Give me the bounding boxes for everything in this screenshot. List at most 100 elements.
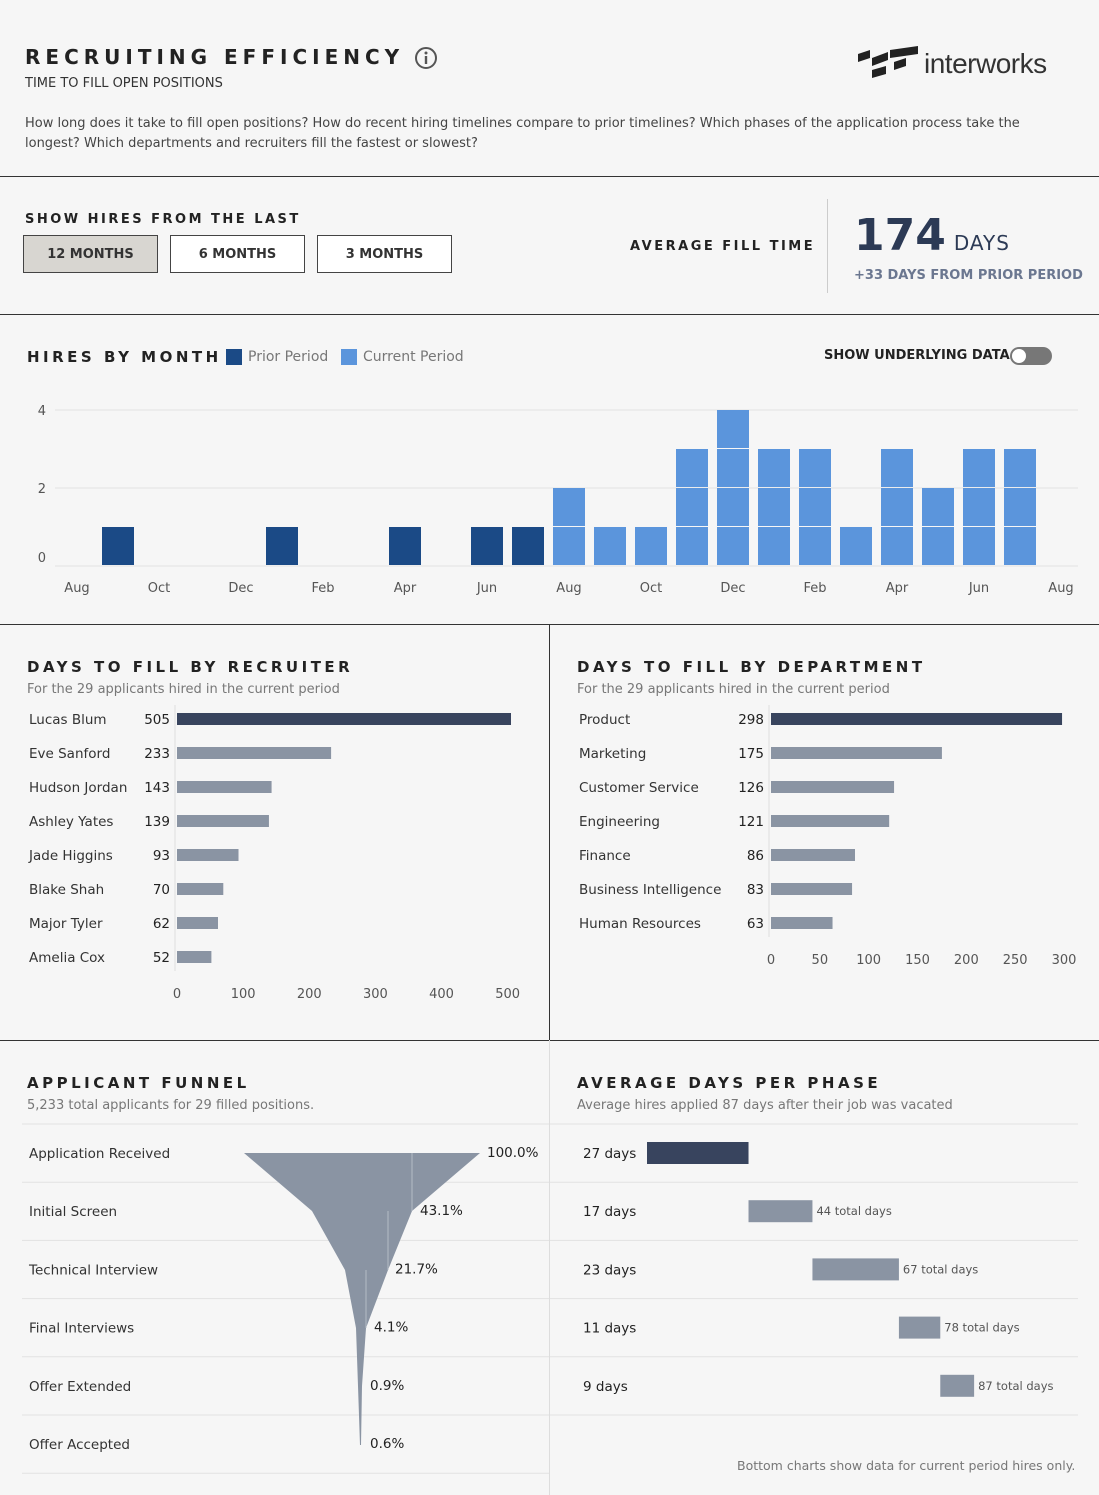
y-tick-label: 2 — [38, 482, 46, 497]
recruiter-chart: Lucas Blum 505 Eve Sanford 233 Hudson Jordan… — [28, 705, 520, 1002]
logo-text: interworks — [924, 48, 1047, 79]
bar — [771, 781, 895, 793]
current-period-bar — [881, 449, 913, 487]
bar-category-label: Eve Sanford — [29, 746, 110, 762]
x-tick-label: Aug — [1048, 581, 1073, 596]
bar-category-label: Business Intelligence — [579, 882, 721, 898]
info-icon[interactable] — [414, 46, 438, 74]
bar-category-label: Engineering — [579, 814, 660, 830]
underlying-data-toggle[interactable] — [1010, 347, 1052, 365]
department-title: DAYS TO FILL BY DEPARTMENT — [577, 658, 926, 676]
current-period-bar — [799, 527, 831, 565]
funnel-stage-label: Offer Accepted — [29, 1437, 130, 1453]
prior-period-bar — [102, 527, 134, 565]
funnel-percent-label: 0.9% — [370, 1378, 404, 1394]
phase-caption: Average hires applied 87 days after thei… — [577, 1098, 953, 1113]
bar — [771, 713, 1063, 725]
current-period-bar — [717, 410, 749, 448]
x-tick-label: 400 — [429, 987, 454, 1002]
page-subtitle: TIME TO FILL OPEN POSITIONS — [25, 76, 223, 91]
funnel-percent-label: 4.1% — [374, 1320, 408, 1336]
y-tick-label: 4 — [38, 404, 46, 419]
x-tick-label: Jun — [476, 581, 497, 596]
y-tick-label: 0 — [38, 551, 46, 566]
x-tick-label: 200 — [297, 987, 322, 1002]
logo-mark-icon — [858, 46, 918, 78]
phase-total-label: 67 total days — [903, 1262, 978, 1276]
phase-bar — [898, 1316, 941, 1339]
current-period-bar — [1004, 527, 1036, 565]
current-period-bar — [922, 488, 954, 526]
bar-category-label: Hudson Jordan — [29, 780, 127, 796]
filter-12-months-button[interactable]: 12 MONTHS — [23, 235, 158, 273]
funnel-chart: Application Received 100.0% Initial Screen… — [22, 1123, 549, 1474]
department-caption: For the 29 applicants hired in the curre… — [577, 682, 890, 697]
funnel-percent-label: 100.0% — [487, 1145, 539, 1161]
bar — [177, 951, 212, 963]
recruiter-title: DAYS TO FILL BY RECRUITER — [27, 658, 354, 676]
x-tick-label: Aug — [64, 581, 89, 596]
bar-category-label: Amelia Cox — [29, 950, 105, 966]
x-tick-label: 100 — [856, 953, 881, 968]
x-tick-label: Oct — [148, 581, 170, 596]
funnel-stage-label: Technical Interview — [28, 1262, 158, 1278]
current-period-bar — [881, 527, 913, 565]
funnel-percent-label: 21.7% — [395, 1261, 438, 1277]
bar — [177, 883, 224, 895]
prior-period-bar — [512, 527, 544, 565]
x-tick-label: Feb — [803, 581, 826, 596]
filter-6-months-button[interactable]: 6 MONTHS — [170, 235, 305, 273]
funnel-stage-label: Final Interviews — [29, 1321, 134, 1337]
funnel-shape — [244, 1153, 480, 1445]
funnel-caption: 5,233 total applicants for 29 filled pos… — [27, 1098, 315, 1113]
bar — [771, 917, 833, 929]
x-tick-label: Apr — [394, 581, 417, 596]
bar — [177, 713, 511, 725]
x-tick-label: Oct — [640, 581, 662, 596]
x-tick-label: 0 — [173, 987, 181, 1002]
hires-title: HIRES BY MONTH — [27, 348, 222, 366]
current-period-bar — [717, 527, 749, 565]
bar-value-label: 233 — [144, 746, 170, 762]
x-tick-label: 0 — [767, 953, 775, 968]
kpi-label: AVERAGE FILL TIME — [630, 239, 816, 254]
filter-3-months-button[interactable]: 3 MONTHS — [317, 235, 452, 273]
bar — [177, 917, 219, 929]
bar-category-label: Major Tyler — [29, 916, 103, 932]
bar-category-label: Blake Shah — [29, 882, 104, 898]
x-tick-label: 300 — [1052, 953, 1077, 968]
bar — [771, 815, 890, 827]
kpi-divider — [827, 199, 828, 293]
current-period-bar — [635, 527, 667, 565]
current-period-bar — [1004, 449, 1036, 487]
current-period-bar — [553, 488, 585, 526]
legend-current-label: Current Period — [363, 349, 464, 365]
current-period-bar — [799, 488, 831, 526]
bar-category-label: Customer Service — [579, 780, 699, 796]
x-tick-label: 100 — [231, 987, 256, 1002]
bar-value-label: 175 — [738, 746, 764, 762]
funnel-stage-label: Offer Extended — [29, 1379, 131, 1395]
bar-value-label: 143 — [144, 780, 170, 796]
bar — [177, 781, 272, 793]
current-period-bar — [717, 488, 749, 526]
phase-days-label: 9 days — [583, 1379, 628, 1395]
bar-value-label: 86 — [747, 848, 764, 864]
phase-days-label: 27 days — [583, 1146, 636, 1162]
bar-category-label: Product — [579, 712, 630, 728]
bar-value-label: 121 — [738, 814, 764, 830]
current-period-bar — [881, 488, 913, 526]
bar-category-label: Finance — [579, 848, 631, 864]
x-tick-label: 150 — [905, 953, 930, 968]
bar — [177, 815, 269, 827]
current-period-bar — [1004, 488, 1036, 526]
phase-bar — [940, 1374, 975, 1397]
phase-chart: 27 days 17 days 44 total days 23 days 67 tot… — [550, 1123, 1078, 1416]
divider — [549, 624, 550, 1040]
phase-bar — [812, 1258, 899, 1281]
current-period-bar — [963, 449, 995, 487]
bar-value-label: 52 — [153, 950, 170, 966]
kpi-value: 174 — [854, 210, 946, 261]
phase-title: AVERAGE DAYS PER PHASE — [577, 1074, 882, 1092]
x-tick-label: 500 — [495, 987, 520, 1002]
